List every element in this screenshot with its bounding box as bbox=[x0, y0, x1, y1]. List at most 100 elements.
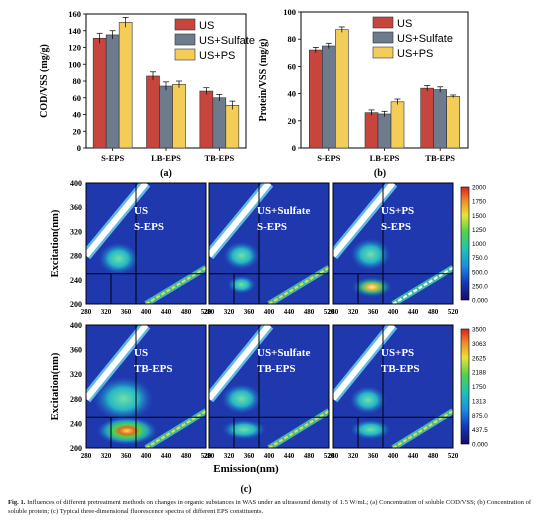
x-tick-label: 440 bbox=[284, 452, 295, 460]
panel-title-line2: TB-EPS bbox=[257, 363, 296, 375]
x-tick-label: 320 bbox=[101, 452, 112, 460]
y-tick-label: 320 bbox=[70, 227, 82, 236]
eem-row-1: US S-EPS 280 320 360 400 440 480 520 US+Sulfate S-… bbox=[50, 179, 488, 316]
x-axis-label: Emission(nm) bbox=[213, 463, 279, 475]
x-tick-label: 360 bbox=[244, 452, 255, 460]
x-tick-label: 320 bbox=[348, 452, 359, 460]
eem-panel: US TB-EPS 280 320 360 400 440 480 520 bbox=[81, 324, 212, 460]
fluorescence-peak bbox=[93, 376, 154, 421]
y-tick-label: 60 bbox=[73, 93, 82, 103]
legend-label: US+PS bbox=[199, 50, 235, 62]
legend-swatch bbox=[372, 46, 394, 59]
panel-title-line2: S-EPS bbox=[134, 221, 164, 233]
eem-background bbox=[333, 183, 453, 304]
y-tick-label: 40 bbox=[288, 89, 297, 99]
x-tick-label: 440 bbox=[284, 308, 295, 316]
eem-frame bbox=[85, 324, 207, 449]
y-axis-label: Excitation(nm) bbox=[50, 209, 61, 277]
x-tick-label: 360 bbox=[121, 452, 132, 460]
x-tick-label: 440 bbox=[408, 452, 419, 460]
colorbar-tick-label: 2188 bbox=[472, 370, 487, 377]
colorbar-tick-label: 3500 bbox=[472, 327, 487, 334]
x-tick-label: 400 bbox=[264, 452, 275, 460]
eem-haze bbox=[86, 183, 206, 304]
x-tick-label: 400 bbox=[141, 452, 152, 460]
y-tick-label: 200 bbox=[70, 300, 82, 309]
x-tick-label: 440 bbox=[161, 308, 172, 316]
y-tick-label: 400 bbox=[70, 321, 82, 330]
eem-row-2: US TB-EPS 280 320 360 400 440 480 520 US+Sulfate T… bbox=[50, 321, 488, 460]
eem-panel: US+Sulfate TB-EPS 280 320 360 400 440 480 520 bbox=[204, 324, 335, 460]
fluorescence-peak bbox=[98, 242, 139, 275]
eem-haze bbox=[209, 183, 329, 304]
y-tick-label: 80 bbox=[73, 76, 82, 86]
panel-label: (b) bbox=[374, 168, 386, 179]
y-tick-label: 360 bbox=[70, 346, 82, 355]
y-tick-label: 280 bbox=[70, 252, 82, 261]
x-tick-label: 280 bbox=[81, 308, 92, 316]
x-tick-label: 320 bbox=[224, 452, 235, 460]
bar-us-sulfate-tb-eps bbox=[433, 89, 447, 149]
legend-label: US+Sulfate bbox=[199, 35, 255, 47]
colorbar-tick-label: 1750 bbox=[472, 199, 487, 206]
x-tick-label: 520 bbox=[448, 308, 459, 316]
caption-text: Influences of different pretreatment met… bbox=[8, 499, 532, 515]
bar-us-sulfate-s-eps bbox=[322, 45, 336, 149]
fluorescence-peak bbox=[350, 386, 386, 415]
bar-us-lb-eps bbox=[364, 112, 379, 149]
y-tick-label: 0 bbox=[77, 143, 81, 153]
x-tick-label: 440 bbox=[408, 308, 419, 316]
eem-frame bbox=[332, 182, 454, 305]
x-tick-label: 360 bbox=[244, 308, 255, 316]
y-tick-label: 0 bbox=[292, 143, 296, 153]
y-axis-label: Protein/VSS (mg/g) bbox=[258, 39, 269, 122]
bar-us-s-eps bbox=[92, 37, 107, 149]
bar-us-ps-lb-eps bbox=[172, 84, 186, 149]
colorbar-tick-label: 0.000 bbox=[472, 298, 488, 305]
colorbar-tick-label: 875.0 bbox=[472, 413, 488, 420]
x-tick-label: 280 bbox=[328, 308, 339, 316]
x-tick-label: 520 bbox=[201, 452, 212, 460]
legend-label: US bbox=[199, 20, 214, 32]
x-tick-label: 400 bbox=[388, 308, 399, 316]
x-tick-label: 400 bbox=[264, 308, 275, 316]
colorbar-tick-label: 0.000 bbox=[472, 442, 488, 449]
fluorescence-peak bbox=[352, 277, 392, 298]
eem-panel: US+PS TB-EPS 280 320 360 400 440 480 520 bbox=[328, 324, 459, 460]
fluorescence-peak bbox=[223, 241, 260, 270]
colorbar bbox=[460, 328, 470, 445]
legend-label: US+Sulfate bbox=[397, 33, 453, 45]
x-tick-label: 480 bbox=[304, 308, 315, 316]
colorbar-tick-label: 437.5 bbox=[472, 427, 488, 434]
colorbar-tick-label: 3063 bbox=[472, 341, 487, 348]
legend-swatch bbox=[372, 16, 394, 29]
y-tick-label: 80 bbox=[288, 34, 297, 44]
panel-title-line2: TB-EPS bbox=[381, 363, 420, 375]
x-tick-label: 360 bbox=[121, 308, 132, 316]
y-axis-label: COD/VSS (mg/g) bbox=[39, 44, 50, 118]
colorbar bbox=[460, 186, 470, 301]
x-tick-label: 440 bbox=[161, 452, 172, 460]
eem-panel: US S-EPS 280 320 360 400 440 480 520 bbox=[81, 182, 212, 316]
bar-us-ps-s-eps bbox=[118, 22, 133, 149]
x-tick-label: 480 bbox=[181, 308, 192, 316]
bar-us-ps-lb-eps bbox=[390, 101, 405, 149]
eem-panel: US+Sulfate S-EPS 280 320 360 400 440 480 520 bbox=[204, 182, 335, 316]
x-tick-label: 360 bbox=[368, 308, 379, 316]
bar-us-ps-tb-eps bbox=[446, 96, 460, 149]
x-tick-label: 400 bbox=[141, 308, 152, 316]
fluorescence-peak bbox=[350, 419, 391, 440]
legend-swatch bbox=[372, 31, 394, 44]
bar-us-tb-eps bbox=[199, 90, 214, 149]
x-tick-label: 480 bbox=[428, 308, 439, 316]
colorbar-tick-label: 1500 bbox=[472, 213, 487, 220]
x-tick-label: 320 bbox=[101, 308, 112, 316]
panel-title-line2: S-EPS bbox=[257, 221, 287, 233]
x-tick-label: S-EPS bbox=[101, 153, 124, 163]
bar-us-sulfate-tb-eps bbox=[212, 97, 227, 149]
y-tick-label: 400 bbox=[70, 179, 82, 188]
colorbar-tick-label: 250.0 bbox=[472, 283, 488, 290]
colorbar-tick-label: 500.0 bbox=[472, 269, 488, 276]
legend-label: US+PS bbox=[397, 48, 433, 60]
